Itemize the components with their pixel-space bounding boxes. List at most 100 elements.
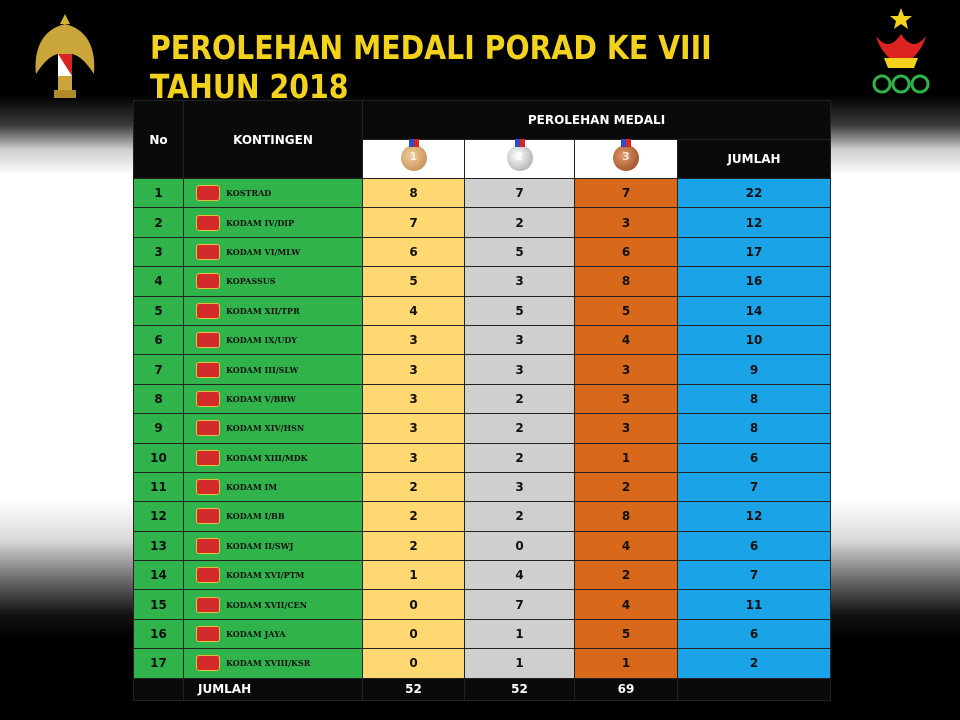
row-gold: 7 (362, 207, 465, 238)
footer-total (676, 677, 832, 701)
row-bronze: 3 (574, 383, 678, 415)
unit-emblem-icon (196, 596, 220, 613)
row-kontingen: KODAM XVIII/KSR (183, 648, 363, 679)
table-row: 11 KODAM IM 2 3 2 7 (133, 471, 832, 503)
row-total: 7 (676, 471, 832, 503)
table-row: 8 KODAM V/BRW 3 2 3 8 (133, 383, 832, 415)
kontingen-label: KODAM XII/TPR (226, 305, 300, 316)
row-no: 1 (133, 177, 184, 209)
table-row: 6 KODAM IX/UDY 3 3 4 10 (133, 324, 832, 356)
porad-torch-rings-logo-icon (872, 8, 930, 94)
gold-medal-icon: 1 (400, 138, 427, 171)
row-kontingen: KODAM XII/TPR (183, 295, 363, 326)
page-title: PEROLEHAN MEDALI PORAD KE VIII TAHUN 201… (150, 28, 712, 106)
table-row: 3 KODAM VI/MLW 6 5 6 17 (133, 236, 832, 268)
row-gold: 3 (362, 383, 465, 415)
row-gold: 4 (362, 295, 465, 326)
table-row: 7 KODAM III/SLW 3 3 3 9 (133, 354, 832, 385)
unit-emblem-icon (196, 185, 220, 202)
row-bronze: 8 (574, 501, 678, 532)
row-gold: 3 (362, 413, 465, 444)
row-no: 8 (133, 383, 184, 415)
kontingen-label: KODAM XVIII/KSR (226, 658, 311, 669)
footer-no (133, 677, 184, 701)
row-no: 14 (133, 560, 184, 591)
row-no: 6 (133, 324, 184, 356)
row-kontingen: KODAM VI/MLW (183, 236, 363, 268)
row-kontingen: KOSTRAD (183, 177, 363, 209)
header-silver: 2 (464, 138, 575, 179)
row-total: 8 (676, 413, 832, 444)
unit-emblem-icon (196, 626, 220, 643)
row-total: 6 (676, 530, 832, 562)
row-silver: 2 (464, 413, 575, 444)
unit-emblem-icon (196, 655, 220, 672)
row-total: 10 (676, 324, 832, 356)
unit-emblem-icon (196, 332, 220, 349)
unit-emblem-icon (196, 567, 220, 584)
row-no: 3 (133, 236, 184, 268)
row-kontingen: KODAM IV/DIP (183, 207, 363, 238)
row-bronze: 3 (574, 354, 678, 385)
footer-label: JUMLAH (183, 677, 363, 701)
row-no: 15 (133, 589, 184, 620)
row-silver: 3 (464, 354, 575, 385)
kontingen-label: KODAM III/SLW (226, 364, 299, 375)
kontingen-label: KODAM IV/DIP (226, 217, 295, 228)
medal-standings-table: No KONTINGEN PEROLEHAN MEDALI 1 2 3 JUML… (133, 100, 832, 701)
unit-emblem-icon (196, 273, 220, 290)
header-perolehan-medali: PEROLEHAN MEDALI (361, 100, 832, 140)
row-bronze: 4 (574, 589, 678, 620)
row-gold: 0 (362, 618, 465, 650)
row-silver: 7 (464, 177, 575, 209)
row-kontingen: KODAM XVII/CEN (183, 589, 363, 620)
row-no: 5 (133, 295, 184, 326)
kontingen-label: KODAM JAYA (226, 629, 286, 640)
row-gold: 3 (362, 354, 465, 385)
table-row: 1 KOSTRAD 8 7 7 22 (133, 177, 832, 209)
army-eagle-emblem-icon (35, 14, 95, 98)
row-kontingen: KODAM JAYA (183, 618, 363, 650)
table-row: 4 KOPASSUS 5 3 8 16 (133, 266, 832, 297)
row-bronze: 1 (574, 648, 678, 679)
header-gold: 1 (362, 138, 465, 179)
kontingen-label: KODAM XIII/MDK (226, 452, 308, 463)
table-row: 5 KODAM XII/TPR 4 5 5 14 (133, 295, 832, 326)
kontingen-label: KODAM XVII/CEN (226, 599, 308, 610)
header-jumlah: JUMLAH (676, 139, 832, 179)
header-bronze: 3 (574, 138, 678, 179)
kontingen-label: KODAM V/BRW (226, 393, 296, 404)
row-silver: 2 (464, 501, 575, 532)
table-row: 17 KODAM XVIII/KSR 0 1 1 2 (133, 648, 832, 679)
kontingen-label: KODAM XVI/PTM (226, 570, 305, 581)
row-total: 16 (676, 266, 832, 297)
table-row: 12 KODAM I/BB 2 2 8 12 (133, 501, 832, 532)
row-no: 4 (133, 266, 184, 297)
unit-emblem-icon (196, 420, 220, 437)
kontingen-label: KODAM XIV/HSN (226, 423, 305, 434)
row-silver: 1 (464, 618, 575, 650)
row-total: 12 (676, 207, 832, 238)
kontingen-label: KODAM VI/MLW (226, 246, 301, 257)
row-silver: 3 (464, 471, 575, 503)
table-row: 14 KODAM XVI/PTM 1 4 2 7 (133, 560, 832, 591)
row-gold: 3 (362, 324, 465, 356)
row-total: 9 (676, 354, 832, 385)
table-row: 9 KODAM XIV/HSN 3 2 3 8 (133, 413, 832, 444)
silver-medal-icon: 2 (506, 138, 533, 171)
row-kontingen: KODAM II/SWJ (183, 530, 363, 562)
unit-emblem-icon (196, 479, 220, 496)
row-bronze: 3 (574, 207, 678, 238)
row-bronze: 5 (574, 295, 678, 326)
row-total: 14 (676, 295, 832, 326)
footer-silver: 52 (464, 677, 575, 701)
row-total: 7 (676, 560, 832, 591)
row-no: 16 (133, 618, 184, 650)
row-total: 11 (676, 589, 832, 620)
row-silver: 1 (464, 648, 575, 679)
row-no: 2 (133, 207, 184, 238)
bronze-medal-icon: 3 (613, 138, 639, 171)
kontingen-label: KOSTRAD (226, 188, 272, 199)
row-no: 11 (133, 471, 184, 503)
row-kontingen: KODAM I/BB (183, 501, 363, 532)
